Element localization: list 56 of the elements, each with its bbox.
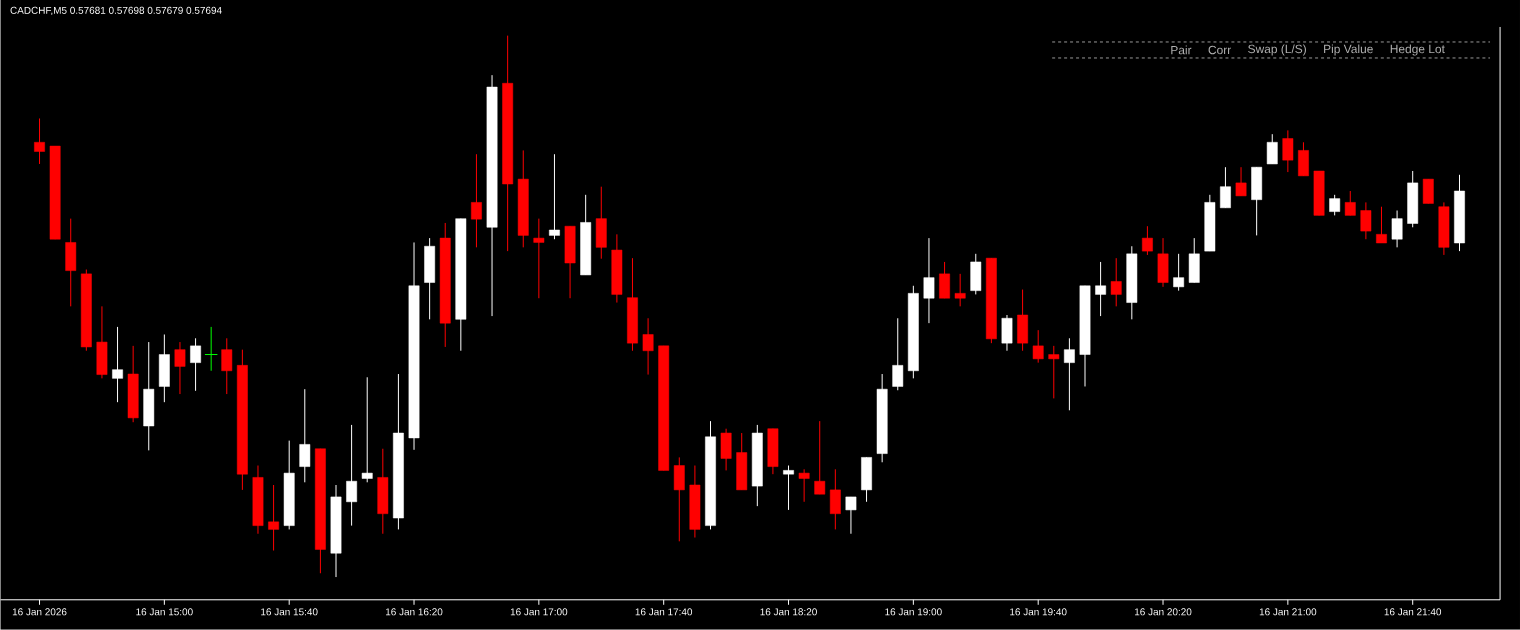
- x-tick-label: 16 Jan 19:40: [1010, 608, 1067, 616]
- candlestick: [1110, 257, 1122, 307]
- candlestick: [829, 468, 841, 531]
- candlestick: [798, 468, 810, 503]
- candlestick: [346, 424, 358, 527]
- candlestick: [892, 317, 904, 391]
- candlestick: [471, 153, 482, 248]
- x-tick-label: 16 Jan 17:40: [635, 608, 693, 616]
- candlestick: [1376, 206, 1387, 244]
- candlestick: [533, 218, 545, 299]
- candlestick: [1032, 329, 1044, 364]
- candlestick: [1344, 190, 1356, 216]
- x-tick-label: 16 Jan 17:00: [510, 608, 568, 616]
- x-tick-label: 16 Jan 16:20: [385, 608, 443, 616]
- candlestick: [1220, 166, 1231, 209]
- x-tick-label: 16 Jan 15:40: [261, 608, 318, 616]
- candlestick: [1095, 261, 1107, 317]
- candlestick: [1142, 225, 1153, 256]
- candlestick: [1391, 210, 1403, 248]
- candlestick: [190, 337, 201, 392]
- candlestick: [1064, 337, 1075, 411]
- candlestick: [1048, 345, 1060, 399]
- candlestick: [845, 496, 857, 535]
- candlestick: [1282, 129, 1294, 173]
- candlestick: [174, 341, 186, 395]
- candlestick: [954, 273, 966, 307]
- annotation: Pair: [1171, 45, 1192, 55]
- candlestick: [34, 118, 45, 165]
- candlestick: [1173, 253, 1185, 292]
- candlestick: [1329, 194, 1341, 216]
- candlestick: [1235, 166, 1247, 197]
- x-tick-label: 16 Jan 15:00: [136, 608, 193, 616]
- x-tick-label: 16 Jan 19:00: [885, 608, 942, 616]
- candlestick: [204, 326, 218, 372]
- x-tick-label: 16 Jan 21:40: [1384, 608, 1442, 616]
- candlestick: [642, 317, 654, 376]
- x-tick-label: 16 Jan 18:20: [760, 608, 817, 616]
- candlestick: [923, 237, 935, 324]
- annotation: Pip Value: [1324, 44, 1373, 56]
- annotation: Swap (L/S): [1248, 44, 1306, 56]
- candlestick: [814, 420, 826, 495]
- chart-title: CADCHF,M5 0.57681 0.57698 0.57679 0.57694: [10, 6, 222, 16]
- candlestick: [268, 484, 279, 552]
- annotation: Corr: [1208, 45, 1232, 55]
- x-tick-label: 16 Jan 21:00: [1259, 608, 1317, 616]
- candlestick: [361, 376, 373, 483]
- candlestick: [112, 326, 123, 403]
- x-tick-label: 16 Jan 20:20: [1135, 608, 1192, 616]
- candlestick: [221, 337, 233, 395]
- candlestick: [783, 465, 794, 511]
- candlestick: [549, 153, 560, 240]
- x-tick-label: 16 Jan 2026: [12, 608, 67, 616]
- candlestick: [1360, 202, 1372, 240]
- candlestick: [1266, 133, 1278, 165]
- annotation: Hedge Lot: [1390, 44, 1445, 56]
- candlestick: [299, 388, 311, 483]
